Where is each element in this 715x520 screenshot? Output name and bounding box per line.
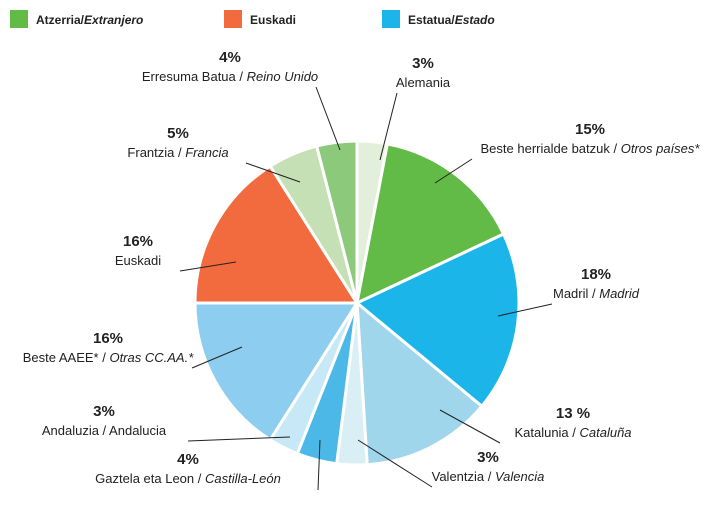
leader-line — [497, 303, 553, 317]
leader-line — [179, 261, 237, 272]
legend-label-part: Atzerria/ — [36, 13, 85, 27]
slice-label-part: Reino Unido — [247, 69, 319, 84]
pie-slice — [355, 142, 506, 305]
slice-label: Beste AAEE* / Otras CC.AA.* — [23, 350, 194, 365]
slice-label: Frantzia / Francia — [127, 145, 228, 160]
slice-label-part: Francia — [185, 145, 228, 160]
value-label: 4% — [219, 49, 241, 66]
slice-label-part: Andaluzia / Andalucia — [42, 423, 167, 438]
legend-label: Atzerria/Extranjero — [36, 13, 143, 27]
pie-slice — [193, 164, 359, 305]
slice-label: Euskadi — [115, 253, 161, 268]
leader-line — [315, 86, 341, 151]
legend-label-part: Estado — [455, 13, 495, 27]
slice-label-part: Erresuma Batua / — [142, 69, 247, 84]
slice-label-part: Otros países* — [621, 141, 701, 156]
slice-label-part: Otras CC.AA.* — [109, 350, 194, 365]
legend-label-part: Extranjero — [84, 13, 143, 27]
value-label: 18% — [581, 266, 611, 283]
leader-line — [434, 158, 473, 184]
slice-label-part: Euskadi — [115, 253, 161, 268]
legend-swatch — [382, 10, 400, 28]
leader-line — [245, 162, 301, 183]
leader-line — [317, 439, 321, 491]
slice-label-part: Alemania — [396, 75, 451, 90]
legend-label-part: Euskadi — [250, 13, 296, 27]
value-label: 16% — [93, 330, 123, 347]
slice-label: Andaluzia / Andalucia — [42, 423, 167, 438]
leader-line — [191, 346, 243, 369]
slice-label-part: Gaztela eta Leon / — [95, 471, 205, 486]
slice-label-part: Valencia — [495, 469, 544, 484]
value-label: 5% — [167, 125, 189, 142]
leader-line — [187, 436, 291, 442]
slice-label: Madril / Madrid — [553, 286, 640, 301]
leader-line — [439, 409, 501, 444]
slice-label: Gaztela eta Leon / Castilla-León — [95, 471, 281, 486]
leader-line — [379, 92, 398, 161]
legend-swatch — [224, 10, 242, 28]
slice-label-part: Frantzia / — [127, 145, 185, 160]
value-label: 4% — [177, 451, 199, 468]
slice-label-part: Valentzia / — [432, 469, 495, 484]
pie-slice — [355, 301, 484, 467]
slice-label: Beste herrialde batzuk / Otros países* — [481, 141, 701, 156]
slice-label-part: Castilla-León — [205, 471, 281, 486]
slice-label-part: Katalunia / — [514, 425, 579, 440]
slice-label: Valentzia / Valencia — [432, 469, 545, 484]
legend-label: Euskadi — [250, 13, 296, 27]
slice-label-part: Beste herrialde batzuk / — [481, 141, 621, 156]
value-label: 3% — [93, 403, 115, 420]
legend-swatch — [10, 10, 28, 28]
leader-line — [357, 439, 433, 488]
value-label: 15% — [575, 121, 605, 138]
value-label: 16% — [123, 233, 153, 250]
pie-slice — [355, 232, 521, 408]
slice-label-part: Madril / — [553, 286, 599, 301]
slice-label: Erresuma Batua / Reino Unido — [142, 69, 318, 84]
pie-slice — [193, 301, 359, 442]
value-label: 3% — [477, 449, 499, 466]
slice-label-part: Beste AAEE* / — [23, 350, 110, 365]
legend-label: Estatua/Estado — [408, 13, 495, 27]
slice-label: Katalunia / Cataluña — [514, 425, 631, 440]
value-label: 3% — [412, 55, 434, 72]
slice-label-part: Cataluña — [580, 425, 632, 440]
legend-label-part: Estatua/ — [408, 13, 455, 27]
slice-label-part: Madrid — [599, 286, 640, 301]
value-label: 13 % — [556, 405, 590, 422]
slice-label: Alemania — [396, 75, 451, 90]
